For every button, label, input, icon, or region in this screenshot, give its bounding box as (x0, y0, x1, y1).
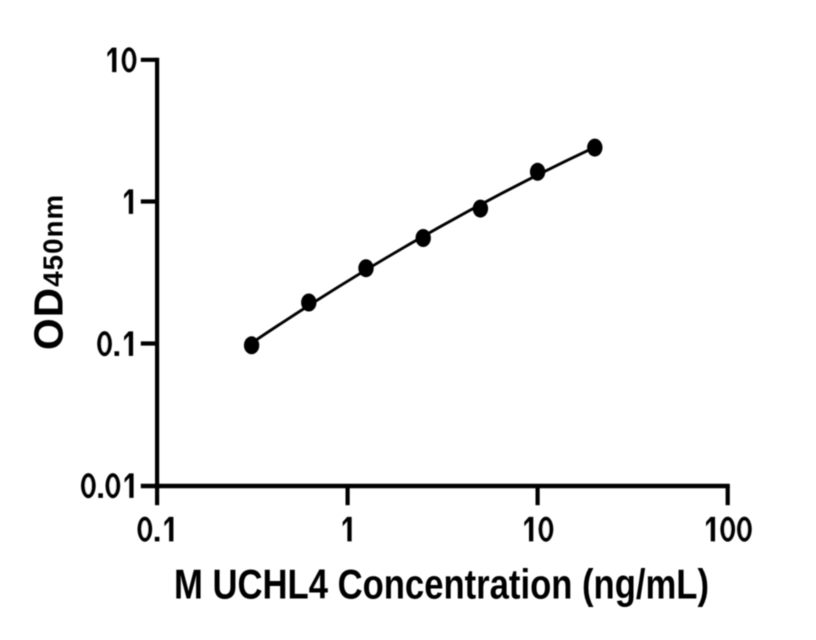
svg-text:M UCHL4 Concentration (ng/mL): M UCHL4 Concentration (ng/mL) (174, 561, 709, 608)
svg-text:OD450nm: OD450nm (26, 194, 72, 350)
